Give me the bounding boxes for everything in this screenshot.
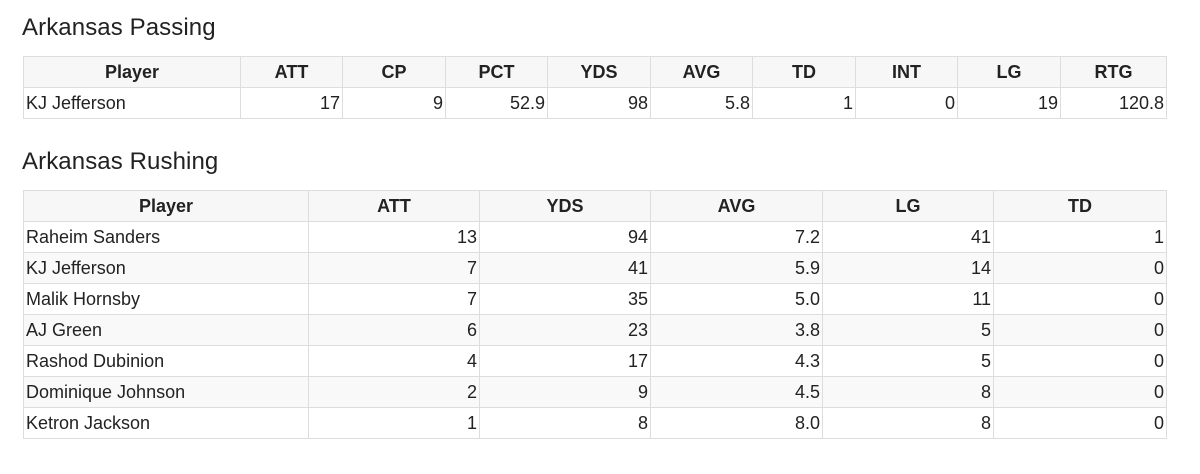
rushing-section-title: Arkansas Rushing <box>22 148 219 175</box>
stat-lg: 5 <box>822 314 994 346</box>
stat-lg: 8 <box>822 376 994 408</box>
stat-avg: 4.3 <box>650 345 823 377</box>
rushing-header-row: Player ATT YDS AVG LG TD <box>23 190 1167 222</box>
col-header-cp[interactable]: CP <box>342 56 446 88</box>
passing-stats-table: Player ATT CP PCT YDS AVG TD INT LG RTG … <box>23 56 1167 119</box>
col-header-yds[interactable]: YDS <box>547 56 651 88</box>
player-name: Raheim Sanders <box>23 221 309 253</box>
col-header-pct[interactable]: PCT <box>445 56 548 88</box>
stat-td: 0 <box>993 376 1167 408</box>
stat-yds: 9 <box>479 376 651 408</box>
col-header-att[interactable]: ATT <box>308 190 480 222</box>
player-name: AJ Green <box>23 314 309 346</box>
stat-avg: 8.0 <box>650 407 823 439</box>
table-row: Ketron Jackson 1 8 8.0 8 0 <box>23 407 1167 439</box>
stat-td: 0 <box>993 345 1167 377</box>
col-header-td[interactable]: TD <box>993 190 1167 222</box>
table-row: Dominique Johnson 2 9 4.5 8 0 <box>23 376 1167 408</box>
stat-att: 6 <box>308 314 480 346</box>
stat-pct: 52.9 <box>445 87 548 119</box>
col-header-avg[interactable]: AVG <box>650 56 753 88</box>
stat-td: 0 <box>993 314 1167 346</box>
stat-att: 13 <box>308 221 480 253</box>
table-row: Raheim Sanders 13 94 7.2 41 1 <box>23 221 1167 253</box>
col-header-player[interactable]: Player <box>23 190 309 222</box>
player-name: Ketron Jackson <box>23 407 309 439</box>
stat-td: 0 <box>993 252 1167 284</box>
col-header-lg[interactable]: LG <box>822 190 994 222</box>
stat-td: 0 <box>993 407 1167 439</box>
player-name: KJ Jefferson <box>23 252 309 284</box>
stat-avg: 5.9 <box>650 252 823 284</box>
stat-lg: 5 <box>822 345 994 377</box>
col-header-lg[interactable]: LG <box>957 56 1061 88</box>
stat-att: 2 <box>308 376 480 408</box>
stat-avg: 5.0 <box>650 283 823 315</box>
stat-yds: 23 <box>479 314 651 346</box>
stat-yds: 8 <box>479 407 651 439</box>
col-header-yds[interactable]: YDS <box>479 190 651 222</box>
stat-yds: 35 <box>479 283 651 315</box>
stat-avg: 4.5 <box>650 376 823 408</box>
player-name: Dominique Johnson <box>23 376 309 408</box>
col-header-int[interactable]: INT <box>855 56 958 88</box>
col-header-player[interactable]: Player <box>23 56 241 88</box>
col-header-td[interactable]: TD <box>752 56 856 88</box>
table-row: AJ Green 6 23 3.8 5 0 <box>23 314 1167 346</box>
table-row: KJ Jefferson 7 41 5.9 14 0 <box>23 252 1167 284</box>
stat-yds: 98 <box>547 87 651 119</box>
table-row: Malik Hornsby 7 35 5.0 11 0 <box>23 283 1167 315</box>
stat-yds: 94 <box>479 221 651 253</box>
stat-lg: 41 <box>822 221 994 253</box>
stat-td: 1 <box>752 87 856 119</box>
stat-att: 4 <box>308 345 480 377</box>
col-header-rtg[interactable]: RTG <box>1060 56 1167 88</box>
stat-att: 7 <box>308 252 480 284</box>
stat-yds: 41 <box>479 252 651 284</box>
stat-avg: 5.8 <box>650 87 753 119</box>
player-name: Rashod Dubinion <box>23 345 309 377</box>
passing-section-title: Arkansas Passing <box>22 14 216 41</box>
stat-yds: 17 <box>479 345 651 377</box>
stat-lg: 14 <box>822 252 994 284</box>
table-row: Rashod Dubinion 4 17 4.3 5 0 <box>23 345 1167 377</box>
col-header-avg[interactable]: AVG <box>650 190 823 222</box>
col-header-att[interactable]: ATT <box>240 56 343 88</box>
player-name: Malik Hornsby <box>23 283 309 315</box>
stat-td: 0 <box>993 283 1167 315</box>
stat-lg: 8 <box>822 407 994 439</box>
stat-int: 0 <box>855 87 958 119</box>
stat-lg: 19 <box>957 87 1061 119</box>
stat-att: 1 <box>308 407 480 439</box>
stat-avg: 3.8 <box>650 314 823 346</box>
stat-att: 17 <box>240 87 343 119</box>
stat-rtg: 120.8 <box>1060 87 1167 119</box>
stat-cp: 9 <box>342 87 446 119</box>
stat-lg: 11 <box>822 283 994 315</box>
table-row: KJ Jefferson 17 9 52.9 98 5.8 1 0 19 120… <box>23 87 1167 119</box>
passing-header-row: Player ATT CP PCT YDS AVG TD INT LG RTG <box>23 56 1167 88</box>
stat-td: 1 <box>993 221 1167 253</box>
stat-att: 7 <box>308 283 480 315</box>
player-name: KJ Jefferson <box>23 87 241 119</box>
stat-avg: 7.2 <box>650 221 823 253</box>
rushing-stats-table: Player ATT YDS AVG LG TD Raheim Sanders … <box>23 190 1167 439</box>
